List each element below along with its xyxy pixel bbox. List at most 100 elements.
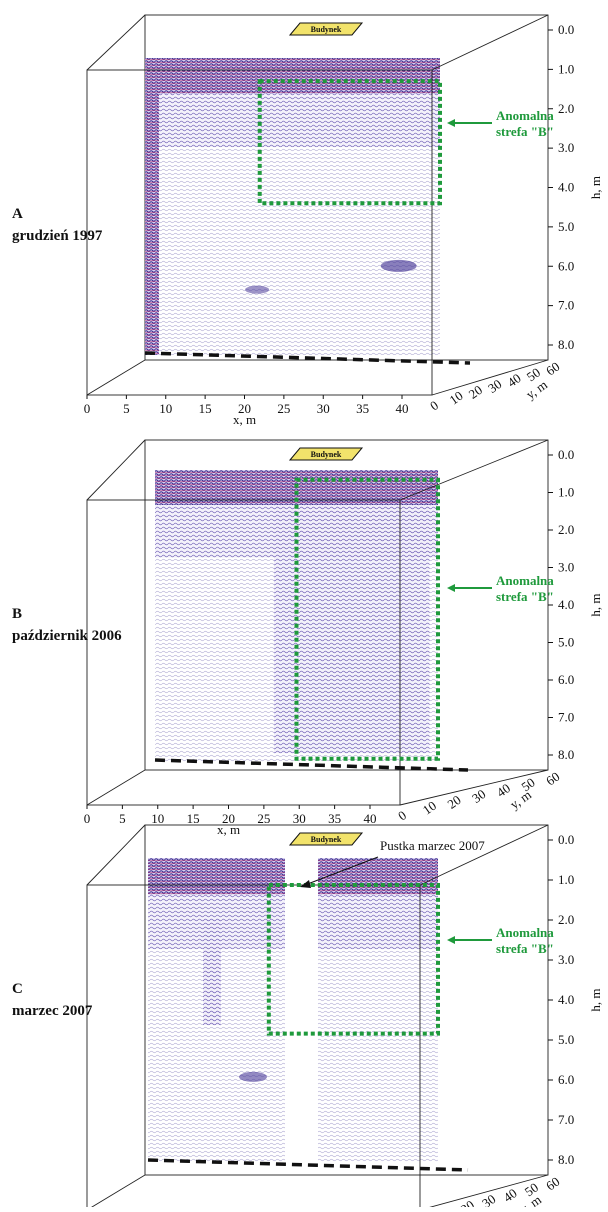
- anomaly-label-line2: strefa "B": [496, 124, 554, 139]
- radargram-anomaly-texture: [203, 918, 221, 1026]
- y-axis-label: y, m: [517, 1192, 544, 1207]
- h-tick-label: 0.0: [558, 22, 574, 37]
- y-tick-label: 30: [469, 786, 488, 806]
- anomaly-label-line1: Anomalna: [496, 573, 554, 588]
- h-tick-label: 0.0: [558, 447, 574, 462]
- h-tick-label: 3.0: [558, 952, 574, 967]
- front-frame: [86, 499, 401, 806]
- h-tick-label: 2.0: [558, 101, 574, 116]
- radargram-anomaly-texture: [273, 505, 430, 754]
- radargram-top-band: [145, 58, 440, 94]
- h-tick-label: 7.0: [558, 710, 574, 725]
- h-tick-label: 6.0: [558, 258, 574, 273]
- box-edge: [419, 1174, 549, 1211]
- h-tick-label: 4.0: [558, 992, 574, 1007]
- h-tick-label: 5.0: [558, 219, 574, 234]
- building-marker: [288, 22, 364, 36]
- anomaly-label-line1: Anomalna: [496, 925, 554, 940]
- radargram-hyperbola: [239, 1071, 267, 1082]
- arrow-head: [447, 936, 455, 944]
- h-tick-label: 3.0: [558, 560, 574, 575]
- y-axis-label: y, m: [523, 377, 550, 402]
- x-tick-label: 40: [364, 811, 377, 826]
- y-tick-label: 30: [485, 376, 504, 396]
- y-tick-label: 30: [479, 1191, 498, 1207]
- x-tick-label: 10: [159, 401, 172, 416]
- box-edge: [86, 769, 146, 806]
- h-tick-label: 4.0: [558, 597, 574, 612]
- h-tick-label: 0.0: [558, 832, 574, 847]
- y-tick-label: 0: [427, 397, 441, 413]
- x-tick-label: 20: [238, 401, 251, 416]
- h-tick-label: 5.0: [558, 1032, 574, 1047]
- h-tick-label: 1.0: [558, 872, 574, 887]
- h-axis-label: h, m: [588, 988, 603, 1011]
- x-tick-label: 20: [222, 811, 235, 826]
- y-tick-label: 60: [543, 1174, 562, 1194]
- h-tick-label: 1.0: [558, 61, 574, 76]
- h-axis-label: h, m: [588, 176, 603, 199]
- building-label: Budynek: [311, 450, 342, 459]
- panel-letter: A: [12, 206, 23, 222]
- box-edge: [86, 359, 146, 396]
- box-edge: [86, 14, 146, 71]
- profile-line: [144, 351, 471, 365]
- x-tick-label: 25: [257, 811, 270, 826]
- anomaly-label-line2: strefa "B": [496, 941, 554, 956]
- radargram-left-strip: [145, 58, 159, 355]
- y-tick-label: 40: [504, 370, 523, 390]
- box-edge: [399, 769, 549, 806]
- radargram-top-band: [318, 858, 438, 895]
- h-tick-label: 1.0: [558, 485, 574, 500]
- x-axis-label: x, m: [217, 822, 240, 837]
- h-tick-label: 7.0: [558, 298, 574, 313]
- h-axis-label: h, m: [588, 593, 603, 616]
- h-tick-label: 2.0: [558, 522, 574, 537]
- panel-date: grudzień 1997: [12, 228, 103, 244]
- radargram-reflections: [318, 894, 438, 950]
- anomaly-zone: [257, 79, 442, 206]
- x-tick-label: 10: [151, 811, 164, 826]
- h-tick-label: 8.0: [558, 1152, 574, 1167]
- radargram: [148, 858, 438, 1162]
- h-tick-label: 2.0: [558, 912, 574, 927]
- h-tick-label: 8.0: [558, 747, 574, 762]
- note-arrow: [304, 856, 379, 886]
- h-tick-label: 5.0: [558, 635, 574, 650]
- y-tick-label: 40: [500, 1185, 519, 1205]
- x-tick-label: 40: [396, 401, 409, 416]
- x-tick-label: 15: [187, 811, 200, 826]
- profile-line: [147, 1158, 469, 1172]
- h-tick-label: 8.0: [558, 337, 574, 352]
- note-arrow-head: [300, 880, 311, 888]
- y-tick-label: 20: [466, 382, 485, 402]
- y-tick-label: 60: [543, 359, 562, 379]
- x-tick-label: 35: [328, 811, 341, 826]
- x-tick-label: 5: [119, 811, 126, 826]
- h-tick-label: 6.0: [558, 672, 574, 687]
- anomaly-zone: [266, 883, 441, 1036]
- building-label: Budynek: [311, 835, 342, 844]
- panel-letter: B: [12, 606, 22, 622]
- x-tick-label: 0: [84, 401, 91, 416]
- box-edge: [419, 824, 549, 886]
- arrow-head: [447, 584, 455, 592]
- anomaly-label-line1: Anomalna: [496, 108, 554, 123]
- building-label: Budynek: [311, 25, 342, 34]
- y-tick-label: 20: [444, 792, 463, 812]
- y-tick-label: 60: [543, 769, 562, 789]
- x-tick-label: 30: [317, 401, 330, 416]
- x-tick-label: 30: [293, 811, 306, 826]
- anomaly-zone: [294, 477, 440, 761]
- box-edge: [86, 1174, 146, 1211]
- radargram-hyperbola: [245, 285, 270, 294]
- box-edge: [431, 359, 549, 396]
- y-tick-label: 10: [446, 388, 465, 408]
- radargram-reflections: [145, 93, 440, 148]
- h-tick-label: 6.0: [558, 1072, 574, 1087]
- h-tick-label: 7.0: [558, 1112, 574, 1127]
